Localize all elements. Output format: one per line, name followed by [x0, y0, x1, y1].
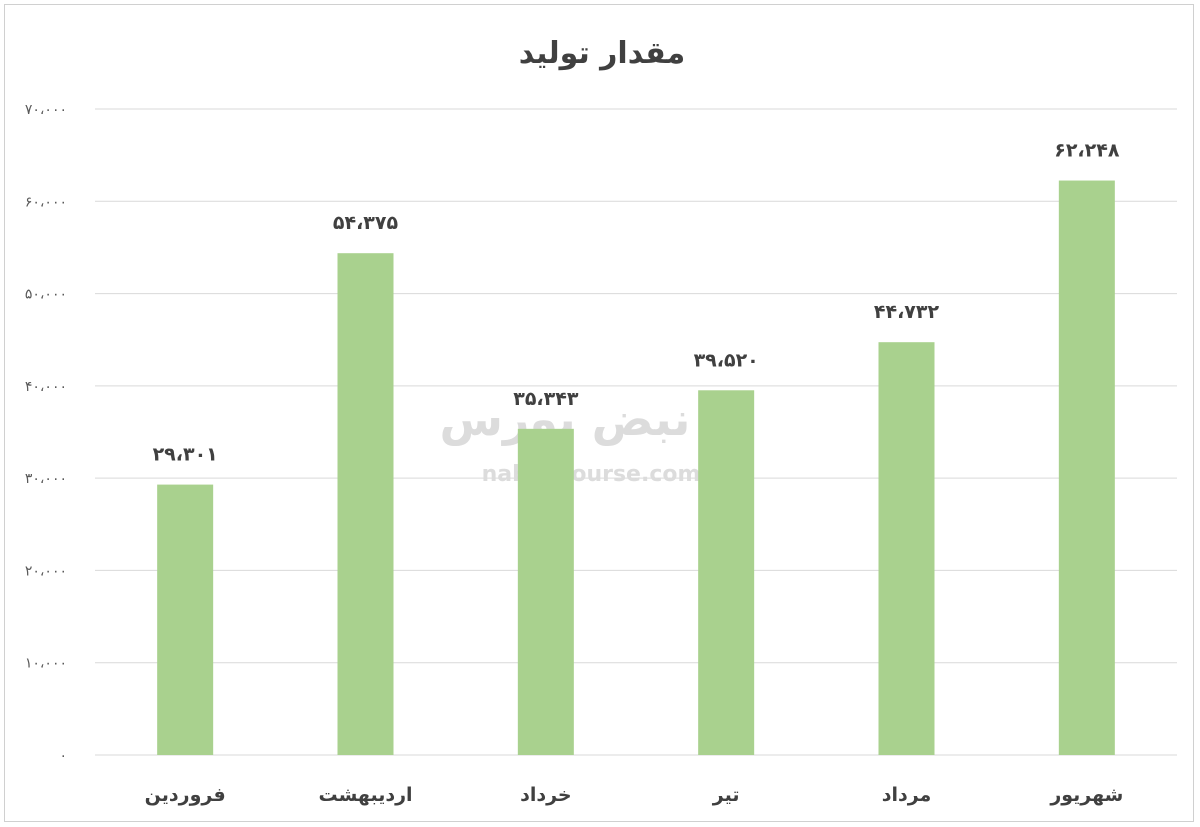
chart-frame: ۰ ۱۰،۰۰۰ ۲۰،۰۰۰ ۳۰،۰۰۰ ۴۰،۰۰۰ ۵۰،۰۰۰ ۶۰،۰۰۰ ۷۰،… [4, 4, 1194, 822]
category-label: مرداد [882, 784, 932, 806]
gridlines [95, 108, 1177, 756]
category-label: خرداد [520, 784, 572, 806]
y-tick-label: ۶۰،۰۰۰ [25, 194, 67, 210]
bar-value-label: ۲۹،۳۰۱ [153, 444, 218, 466]
bar [878, 342, 935, 755]
bar [517, 428, 574, 755]
category-label: شهریور [1049, 784, 1123, 806]
data-labels: ۲۹،۳۰۱ ۵۴،۳۷۵ ۳۵،۳۴۳ ۳۹،۵۲۰ ۴۴،۷۳۲ ۶۲،۲۴۸ [153, 140, 1120, 466]
bar-value-label: ۴۴،۷۳۲ [874, 301, 940, 323]
category-label: اردیبهشت [318, 784, 412, 806]
bar-value-label: ۵۴،۳۷۵ [333, 212, 399, 234]
y-axis-ticks: ۰ ۱۰،۰۰۰ ۲۰،۰۰۰ ۳۰،۰۰۰ ۴۰،۰۰۰ ۵۰،۰۰۰ ۶۰،۰۰۰ ۷۰،… [25, 102, 67, 764]
bar-value-label: ۶۲،۲۴۸ [1054, 140, 1120, 162]
y-tick-label: ۳۰،۰۰۰ [25, 471, 67, 487]
y-tick-label: ۲۰،۰۰۰ [25, 563, 67, 579]
bar-chart: ۰ ۱۰،۰۰۰ ۲۰،۰۰۰ ۳۰،۰۰۰ ۴۰،۰۰۰ ۵۰،۰۰۰ ۶۰،۰۰۰ ۷۰،… [25, 36, 1177, 806]
bars [157, 180, 1115, 756]
bar [1058, 180, 1115, 755]
y-tick-label: ۴۰،۰۰۰ [25, 379, 67, 395]
bar-value-label: ۳۹،۵۲۰ [694, 349, 759, 371]
bar [337, 253, 394, 756]
x-axis-categories: فروردین اردیبهشت خرداد تیر مرداد شهریور [145, 784, 1124, 806]
category-label: فروردین [145, 784, 226, 806]
y-tick-label: ۵۰،۰۰۰ [25, 287, 67, 303]
bar-value-label: ۳۵،۳۴۳ [513, 388, 579, 410]
chart-title: مقدار تولید [519, 36, 685, 71]
bar [698, 390, 755, 755]
bar [157, 484, 214, 755]
y-tick-label: ۰ [59, 748, 67, 764]
watermark-url: nabzebourse.com [482, 462, 701, 487]
y-tick-label: ۱۰،۰۰۰ [25, 656, 67, 672]
y-tick-label: ۷۰،۰۰۰ [25, 102, 67, 118]
category-label: تیر [712, 784, 740, 806]
